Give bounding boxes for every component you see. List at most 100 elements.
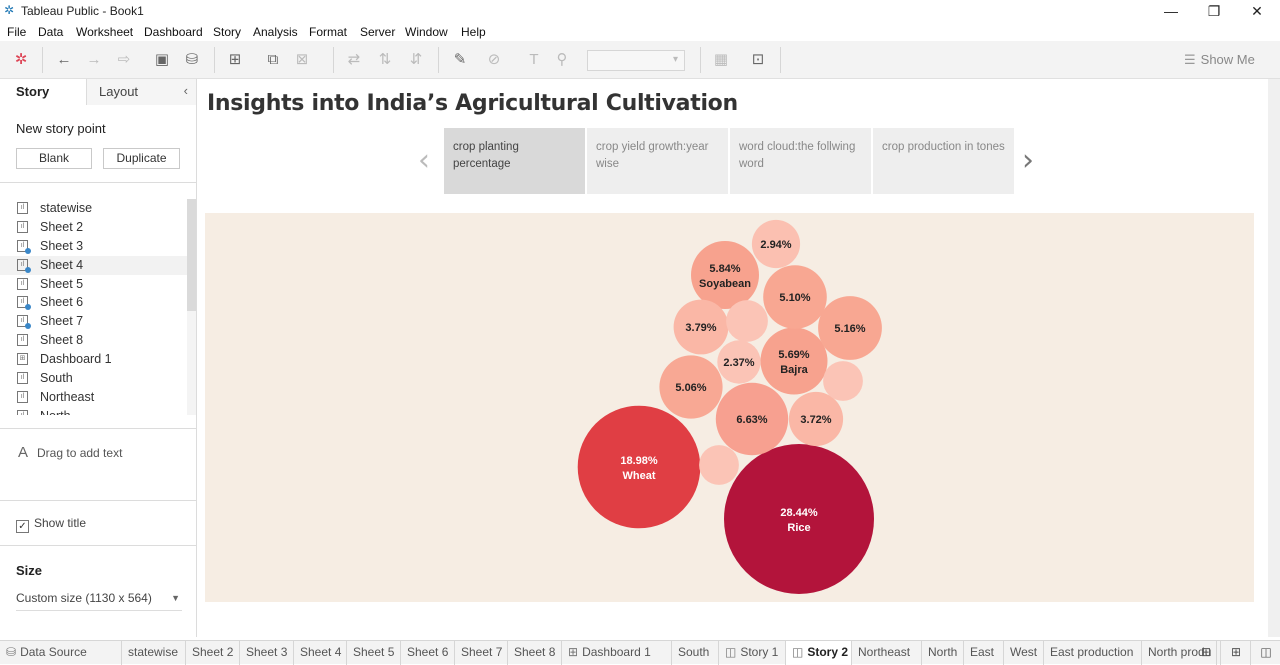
menu-window[interactable]: Window: [405, 25, 448, 39]
sheet-tab[interactable]: statewise: [122, 641, 186, 665]
canvas-scrollbar[interactable]: [1268, 79, 1280, 637]
duplicate-sheet-icon[interactable]: ⧉: [267, 51, 279, 68]
sheet-tab[interactable]: ◫ Story 1: [719, 641, 786, 665]
sheet-tab[interactable]: South: [672, 641, 719, 665]
sheet-tab[interactable]: ◫ Story 2: [786, 641, 852, 665]
menu-story[interactable]: Story: [213, 25, 242, 39]
menu-worksheet[interactable]: Worksheet: [76, 25, 134, 39]
bubble[interactable]: [577, 405, 701, 529]
sheet-list-scrollbar[interactable]: [187, 199, 196, 415]
sheet-tab[interactable]: Sheet 4: [294, 641, 347, 665]
menu-data[interactable]: Data: [38, 25, 64, 39]
fit-dropdown[interactable]: [587, 50, 685, 71]
sort-descending-icon[interactable]: ⇵: [409, 51, 423, 68]
sheet-list-item[interactable]: ıl Northeast: [0, 388, 187, 407]
bubble[interactable]: [717, 340, 761, 384]
sheet-tab[interactable]: East: [964, 641, 1004, 665]
menu-analysis[interactable]: Analysis: [253, 25, 298, 39]
menu-server[interactable]: Server: [360, 25, 396, 39]
bubble[interactable]: [724, 444, 874, 594]
sheet-list-item[interactable]: ıl Sheet 6: [0, 293, 187, 312]
sheet-tab[interactable]: Sheet 5: [347, 641, 401, 665]
bubble[interactable]: [659, 355, 723, 419]
drag-text-object[interactable]: A Drag to add text: [18, 444, 122, 461]
sheet-list-item[interactable]: ıl South: [0, 369, 187, 388]
fix-axes-icon[interactable]: ⚲: [556, 51, 568, 68]
duplicate-button[interactable]: Duplicate: [103, 148, 180, 169]
new-worksheet-icon[interactable]: ⊞: [228, 51, 242, 68]
bubble[interactable]: [823, 361, 863, 401]
sheet-tab[interactable]: Sheet 6: [401, 641, 455, 665]
story-point-4[interactable]: crop production in tones: [873, 128, 1014, 194]
tableau-home-icon[interactable]: ✲: [14, 51, 28, 68]
bubble[interactable]: [760, 327, 828, 395]
restore-button[interactable]: ❐: [1207, 3, 1221, 19]
presentation-mode-icon[interactable]: ⊡: [751, 51, 765, 68]
menu-help[interactable]: Help: [461, 25, 486, 39]
sheet-tab[interactable]: Sheet 2: [186, 641, 240, 665]
new-worksheet-icon[interactable]: ⊞: [1192, 641, 1221, 665]
tab-layout[interactable]: Layout ‹: [86, 79, 196, 105]
highlight-icon[interactable]: ✎: [453, 51, 467, 68]
checkbox-checked-icon[interactable]: ✓: [16, 520, 29, 533]
bubble[interactable]: [691, 241, 759, 309]
undo-icon[interactable]: ←: [56, 51, 72, 68]
sheet-list-item[interactable]: ıl Sheet 4: [0, 255, 187, 275]
new-dashboard-icon[interactable]: ⊞: [1222, 641, 1251, 665]
bubble[interactable]: [818, 296, 882, 360]
bubble[interactable]: [763, 265, 827, 329]
replay-icon[interactable]: ⇨: [117, 51, 131, 68]
sheet-list-item[interactable]: ıl statewise: [0, 199, 187, 218]
menu-format[interactable]: Format: [309, 25, 348, 39]
show-cards-icon[interactable]: ▦: [713, 51, 729, 68]
collapse-chevron-icon[interactable]: ‹: [183, 83, 188, 98]
bubble[interactable]: [751, 219, 801, 269]
story-point-2[interactable]: crop yield growth:year wise: [587, 128, 728, 194]
sheet-tab[interactable]: Sheet 3: [240, 641, 294, 665]
swap-rows-columns-icon[interactable]: ⇄: [347, 51, 361, 68]
sheet-list-item[interactable]: ıl Sheet 5: [0, 275, 187, 294]
bubble[interactable]: [788, 391, 844, 447]
sheet-tab[interactable]: North produ: [1142, 641, 1217, 665]
sheet-list-item[interactable]: ıl Sheet 2: [0, 218, 187, 237]
show-title-checkbox[interactable]: ✓ Show title: [16, 516, 86, 533]
sheet-list-item[interactable]: ıl North: [0, 407, 187, 415]
bubble[interactable]: [699, 445, 739, 485]
sheet-tab[interactable]: West: [1004, 641, 1044, 665]
sheet-tab[interactable]: North: [922, 641, 964, 665]
sheet-list-item[interactable]: ıl Sheet 7: [0, 312, 187, 331]
sheet-tab[interactable]: East production: [1044, 641, 1142, 665]
bubble[interactable]: [673, 299, 729, 355]
group-members-icon[interactable]: ⊘: [487, 51, 501, 68]
save-icon[interactable]: ▣: [154, 51, 170, 68]
menu-file[interactable]: File: [7, 25, 27, 39]
sheet-list-item[interactable]: ⊞ Dashboard 1: [0, 350, 187, 369]
show-me-button[interactable]: ☰ Show Me: [1184, 52, 1255, 68]
size-dropdown[interactable]: Custom size (1130 x 564) ▼: [16, 591, 182, 611]
show-mark-labels-icon[interactable]: T: [529, 51, 539, 68]
close-button[interactable]: ✕: [1251, 3, 1263, 19]
sheet-tab[interactable]: Northeast: [852, 641, 922, 665]
sheet-tab[interactable]: ⛁ Data Source: [0, 641, 122, 665]
sheet-tab[interactable]: ⊞ Dashboard 1: [562, 641, 672, 665]
new-story-icon[interactable]: ◫: [1252, 641, 1280, 665]
next-story-point-icon[interactable]: ›: [1022, 143, 1034, 178]
previous-story-point-icon[interactable]: ‹: [418, 143, 430, 178]
bubble[interactable]: [715, 382, 789, 456]
sheet-tab[interactable]: Sheet 7: [455, 641, 508, 665]
story-point-1[interactable]: crop planting percentage: [444, 128, 585, 194]
clear-sheet-icon[interactable]: ⊠: [295, 51, 309, 68]
redo-icon[interactable]: →: [86, 51, 102, 68]
bubble[interactable]: [726, 300, 768, 342]
sheet-list-item[interactable]: ıl Sheet 3: [0, 237, 187, 256]
blank-button[interactable]: Blank: [16, 148, 92, 169]
sheet-tab[interactable]: Sheet 8: [508, 641, 562, 665]
menu-dashboard[interactable]: Dashboard: [144, 25, 203, 39]
sort-ascending-icon[interactable]: ⇅: [378, 51, 392, 68]
add-data-source-icon[interactable]: ⛁: [185, 51, 199, 68]
minimize-button[interactable]: —: [1164, 3, 1178, 19]
sheet-list-item[interactable]: ıl Sheet 8: [0, 331, 187, 350]
tab-story[interactable]: Story: [0, 79, 86, 105]
scrollbar-thumb[interactable]: [187, 199, 196, 311]
story-point-3[interactable]: word cloud:the follwing word: [730, 128, 871, 194]
